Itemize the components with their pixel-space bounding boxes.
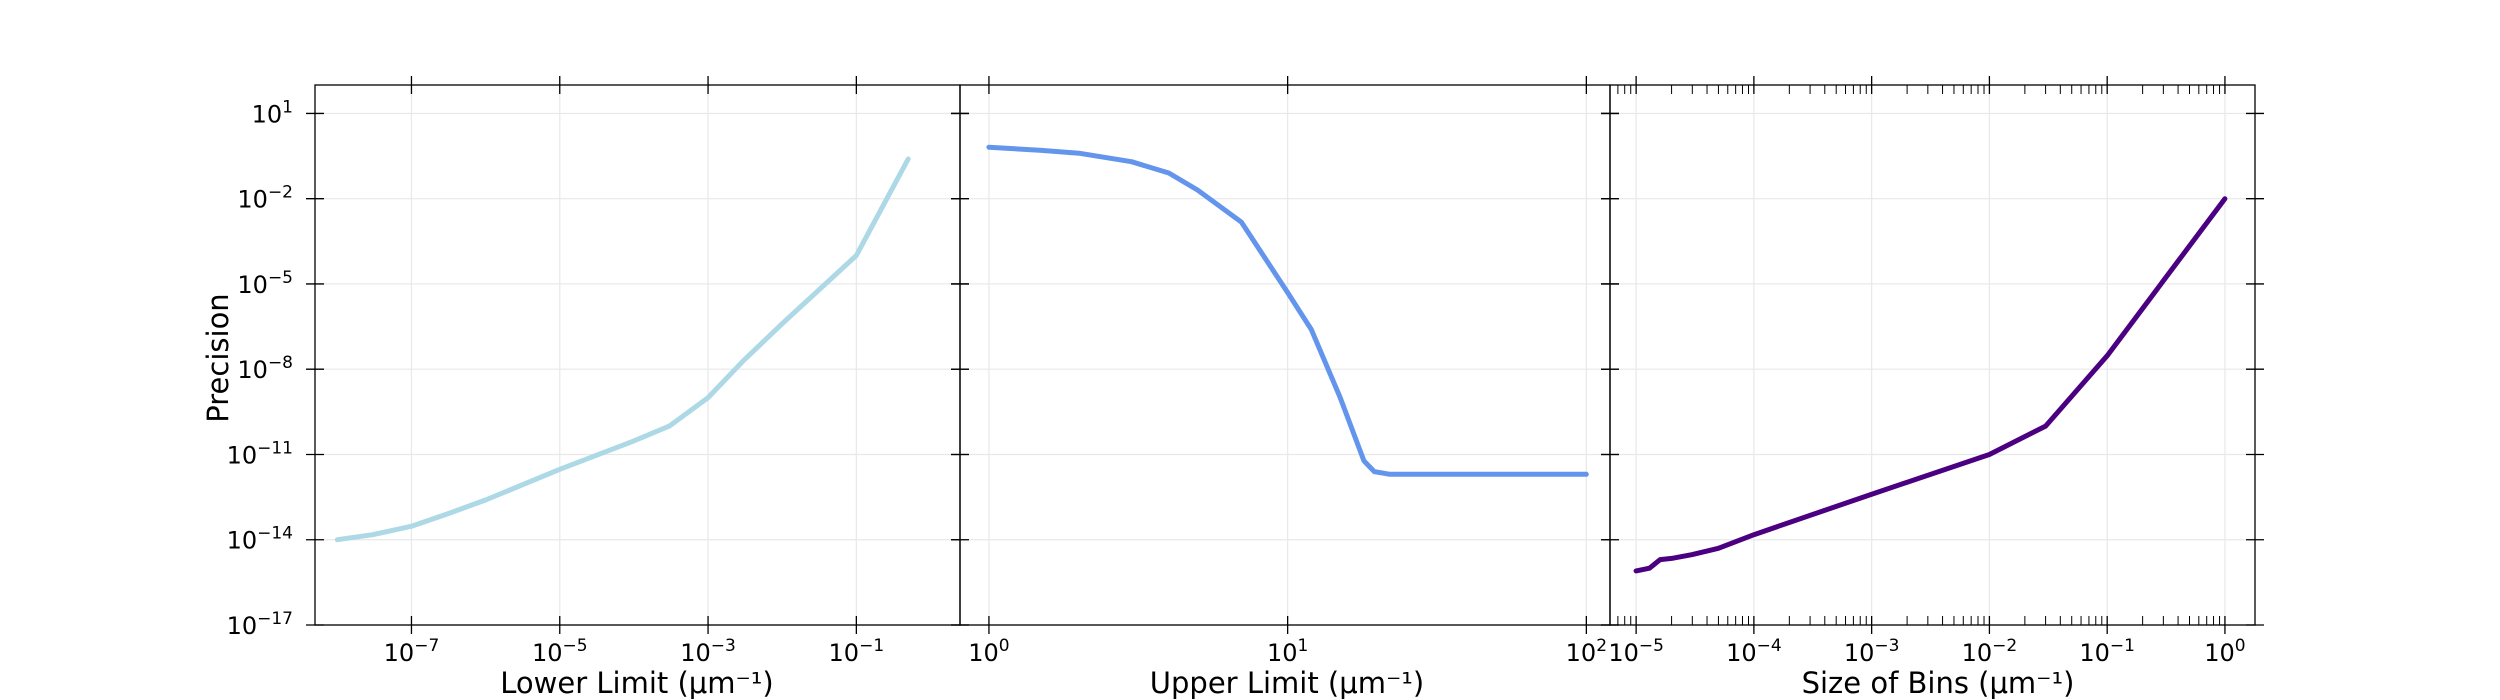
x-tick-label: 101 xyxy=(1267,636,1308,667)
x-tick-label: 10−3 xyxy=(680,636,736,667)
x-tick-label: 10−3 xyxy=(1844,636,1900,667)
x-tick-label: 10−4 xyxy=(1726,636,1782,667)
x-tick-label: 10−7 xyxy=(384,636,440,667)
panel-lower-limit: 10−7 10−5 10−3 10−1 10−17 10−14 10−11 10−8 10−5 1… xyxy=(227,76,969,667)
series-line-upper-limit xyxy=(986,144,1589,477)
y-tick-label: 10−8 xyxy=(237,353,293,384)
x-tick-label: 100 xyxy=(2204,636,2245,667)
x-axis-label-lower-limit: Lower Limit (μm⁻¹) xyxy=(500,666,773,700)
y-tick-label: 10−5 xyxy=(237,268,293,299)
x-tick-label: 100 xyxy=(968,636,1009,667)
y-tick-label: 10−17 xyxy=(227,609,293,640)
y-tick-label: 10−11 xyxy=(227,438,293,469)
series-line-bin-size xyxy=(1633,196,2228,574)
x-tick-label: 10−5 xyxy=(532,636,588,667)
series-line-lower-limit xyxy=(334,156,911,543)
x-tick-label: 10−5 xyxy=(1608,636,1664,667)
x-tick-label: 102 xyxy=(1566,636,1607,667)
y-tick-label: 10−2 xyxy=(237,183,293,214)
x-tick-label: 10−1 xyxy=(829,636,885,667)
y-tick-label: 10−14 xyxy=(227,524,293,555)
x-tick-label: 10−1 xyxy=(2079,636,2135,667)
x-tick-label: 10−2 xyxy=(1962,636,2018,667)
x-axis-label-bin-size: Size of Bins (μm⁻¹) xyxy=(1802,666,2075,700)
y-tick-label: 101 xyxy=(252,97,293,128)
y-axis-label: Precision xyxy=(201,293,235,422)
x-axis-label-upper-limit: Upper Limit (μm⁻¹) xyxy=(1150,666,1424,700)
panel-bin-size: 10−5 10−4 10−3 10−2 10−1 100 xyxy=(1601,76,2264,667)
axes-frame-bin-size xyxy=(1609,84,2256,626)
